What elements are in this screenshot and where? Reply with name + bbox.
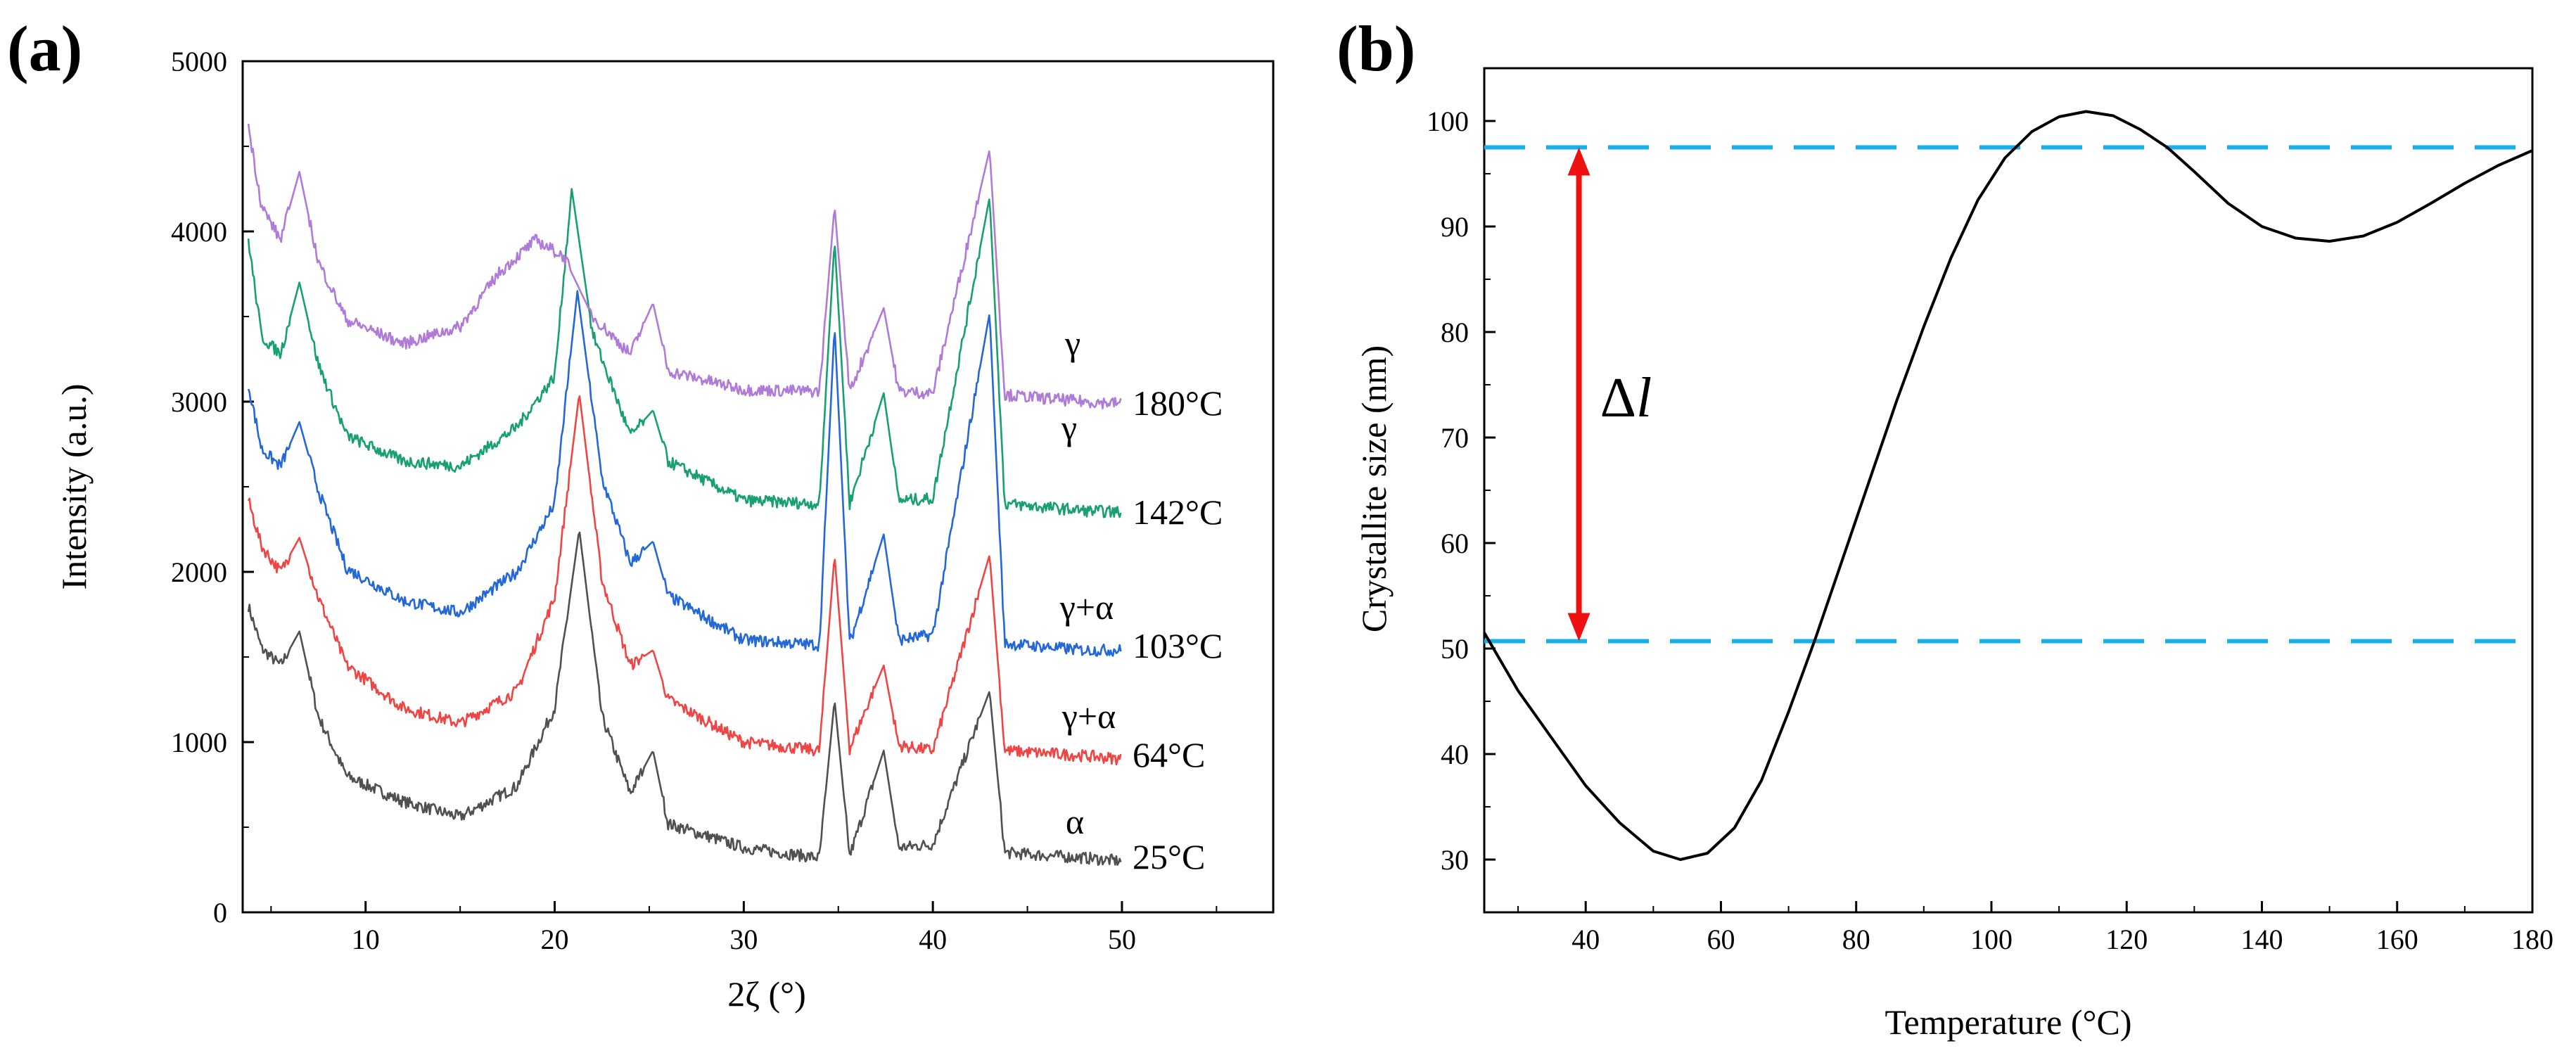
chart-b: 40 60 80 100 120 140 160 180 30 40 50 60 70 80 90 100 Δ… — [1354, 67, 2553, 1042]
crystallite-size-curve — [1483, 110, 2533, 861]
chart-a: 10 20 30 40 50 0 1000 2000 3000 4000 5000 α 25°C γ+α… — [54, 46, 1275, 1014]
delta-arrow-head-down — [1567, 613, 1590, 642]
chart-b-series — [1483, 110, 2533, 861]
y-tick-label: 70 — [1441, 422, 1469, 454]
series-phase-label: γ — [1061, 408, 1077, 447]
chart-b-y-label: Crystallite size (nm) — [1354, 345, 1394, 632]
chart-b-reference-lines — [1484, 145, 2532, 644]
chart-b-frame — [1483, 67, 2534, 914]
panel-b-label: (b) — [1337, 13, 1415, 84]
x-tick-label: 180 — [2511, 924, 2553, 955]
series-line-180°C — [247, 123, 1122, 409]
y-tick-label: 2000 — [171, 556, 227, 588]
chart-a-x-label: 2ζ (°) — [727, 974, 806, 1014]
series-phase-label: γ+α — [1061, 696, 1116, 736]
y-tick-label: 30 — [1441, 844, 1469, 876]
series-line-103°C — [247, 290, 1122, 657]
y-tick-label: 90 — [1441, 211, 1469, 243]
series-temperature-label: 25°C — [1133, 837, 1205, 876]
series-phase-label: γ+α — [1059, 587, 1114, 627]
delta-symbol: Δ — [1600, 367, 1636, 429]
y-tick-label: 100 — [1427, 106, 1469, 137]
chart-a-axes: 10 20 30 40 50 0 1000 2000 3000 4000 5000 — [171, 46, 1218, 955]
panel-a-label: (a) — [7, 13, 82, 84]
x-tick-label: 40 — [919, 924, 947, 955]
delta-l-label: Δl — [1600, 367, 1652, 429]
x-tick-label: 10 — [352, 924, 380, 955]
delta-arrow-head-up — [1567, 147, 1590, 176]
series-phase-label: γ — [1064, 324, 1080, 363]
delta-l-variable: l — [1636, 367, 1652, 429]
chart-a-series-labels: α 25°C γ+α 64°C γ+α 103°C γ 142°C γ 180°C — [1059, 324, 1223, 876]
chart-b-annotation: Δl — [1567, 147, 1652, 642]
series-line-64°C — [247, 395, 1122, 766]
x-tick-label: 160 — [2376, 924, 2418, 955]
series-temperature-label: 142°C — [1133, 492, 1223, 532]
y-tick-label: 1000 — [171, 727, 227, 758]
y-tick-label: 5000 — [171, 46, 227, 77]
y-tick-label: 40 — [1441, 739, 1469, 770]
x-tick-label: 120 — [2105, 924, 2148, 955]
x-tick-label: 30 — [729, 924, 758, 955]
x-tick-label: 20 — [541, 924, 569, 955]
x-tick-label: 140 — [2240, 924, 2283, 955]
chart-a-y-label: Intensity (a.u.) — [54, 384, 94, 590]
chart-b-axes: 40 60 80 100 120 140 160 180 30 40 50 60 70 80 90 100 — [1427, 106, 2553, 955]
x-tick-label: 40 — [1571, 924, 1600, 955]
series-line-142°C — [247, 188, 1122, 518]
y-tick-label: 80 — [1441, 317, 1469, 348]
x-tick-label: 50 — [1108, 924, 1136, 955]
y-tick-label: 0 — [213, 897, 227, 928]
y-tick-label: 60 — [1441, 528, 1469, 559]
series-phase-label: α — [1066, 802, 1084, 841]
x-tick-label: 80 — [1842, 924, 1870, 955]
chart-a-series — [247, 123, 1122, 866]
series-temperature-label: 103°C — [1133, 626, 1223, 665]
x-tick-label: 60 — [1707, 924, 1735, 955]
y-tick-label: 3000 — [171, 386, 227, 418]
y-tick-label: 4000 — [171, 216, 227, 248]
y-tick-label: 50 — [1441, 633, 1469, 665]
x-tick-label: 100 — [1970, 924, 2013, 955]
chart-a-frame — [241, 60, 1275, 914]
series-temperature-label: 180°C — [1133, 383, 1223, 423]
series-temperature-label: 64°C — [1133, 735, 1205, 774]
series-line-25°C — [247, 531, 1122, 866]
chart-b-x-label: Temperature (°C) — [1885, 1002, 2131, 1042]
